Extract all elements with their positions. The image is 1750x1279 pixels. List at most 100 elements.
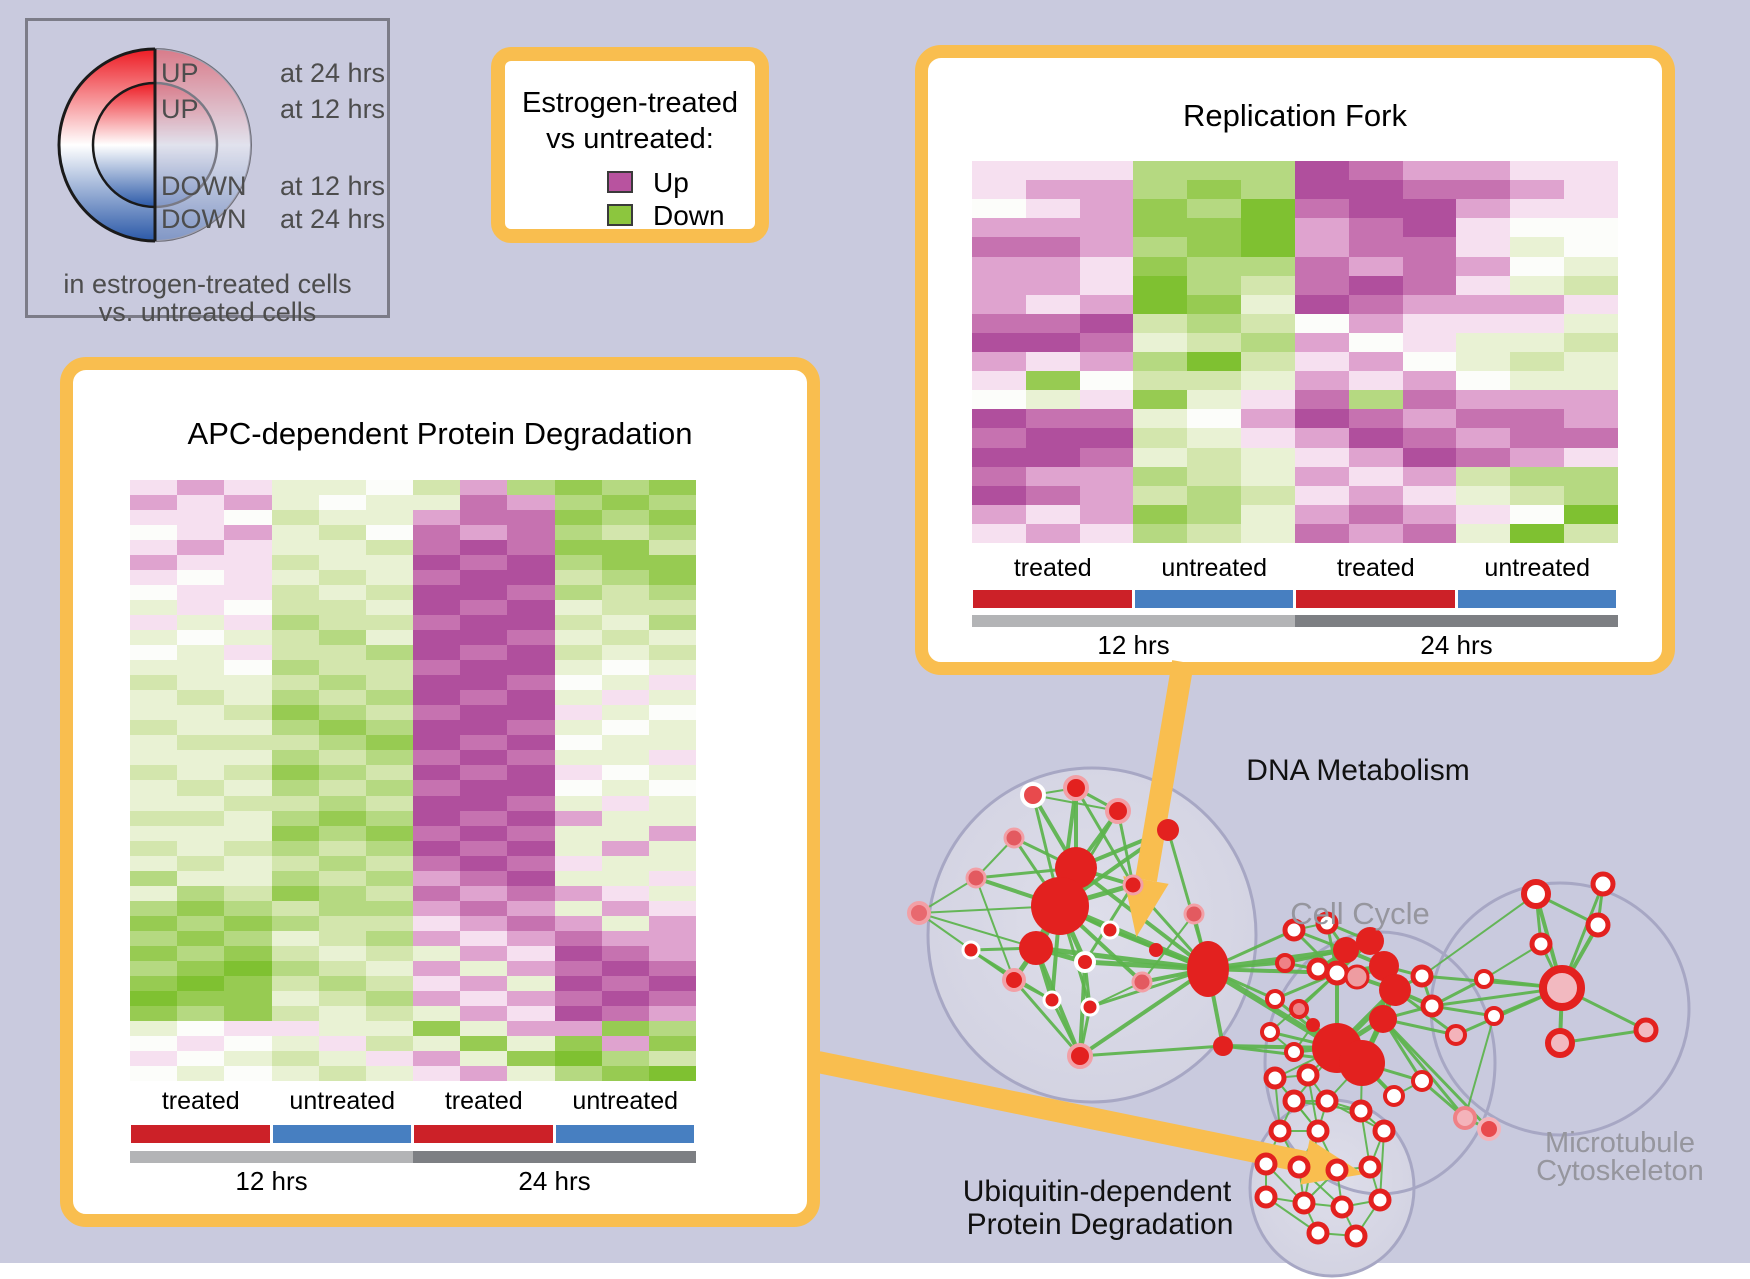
heatmap-cell bbox=[507, 885, 555, 901]
heatmap-cell bbox=[318, 795, 366, 811]
heatmap-cell bbox=[1133, 199, 1188, 219]
heatmap-cell bbox=[224, 810, 272, 826]
heatmap-cell bbox=[1241, 485, 1295, 505]
heatmap-cell bbox=[177, 900, 225, 916]
bar-12hrs bbox=[130, 1151, 413, 1163]
heatmap-cell bbox=[1564, 237, 1618, 257]
heatmap-cell bbox=[648, 525, 696, 541]
heatmap-cell bbox=[1564, 332, 1618, 352]
heatmap-cell bbox=[1510, 294, 1565, 314]
group-label-untreated-24hrs: untreated bbox=[572, 1087, 679, 1115]
group-label-untreated-12hrs: untreated bbox=[1161, 554, 1268, 582]
heatmap-cell bbox=[1241, 294, 1295, 314]
heatmap-cell bbox=[648, 480, 696, 496]
heatmap-cell bbox=[460, 915, 508, 931]
heatmap-cell bbox=[1079, 294, 1134, 314]
heatmap-cell bbox=[1402, 447, 1457, 467]
heatmap-cell bbox=[271, 870, 319, 886]
heatmap-cell bbox=[224, 960, 272, 976]
heatmap-cell bbox=[507, 480, 555, 496]
heatmap-cell bbox=[224, 750, 272, 766]
heatmap-cell bbox=[460, 690, 508, 706]
heatmap-cell bbox=[130, 825, 178, 841]
heatmap-cell bbox=[1510, 218, 1565, 238]
heatmap-cell bbox=[177, 975, 225, 991]
heatmap-cell bbox=[365, 1020, 413, 1036]
heatmap-cell bbox=[271, 690, 319, 706]
heatmap-cell bbox=[554, 510, 602, 526]
treated-bar bbox=[414, 1125, 553, 1143]
heatmap-cell bbox=[177, 750, 225, 766]
heatmap-cell bbox=[177, 1020, 225, 1036]
heatmap-cell bbox=[1241, 409, 1295, 429]
heatmap-cell bbox=[365, 1035, 413, 1051]
heatmap-cell bbox=[413, 645, 461, 661]
heatmap-cell bbox=[460, 855, 508, 871]
heatmap-cell bbox=[1133, 466, 1188, 486]
heatmap-cell bbox=[1402, 180, 1457, 200]
heatmap-cell bbox=[1241, 275, 1295, 295]
heatmap-cell bbox=[318, 525, 366, 541]
heatmap-cell bbox=[224, 720, 272, 736]
heatmap-cell bbox=[601, 1065, 649, 1081]
heatmap-cell bbox=[554, 540, 602, 556]
heatmap-cell bbox=[224, 1005, 272, 1021]
heatmap-cell bbox=[177, 525, 225, 541]
heatmap-cell bbox=[1133, 256, 1188, 276]
heatmap-cell bbox=[554, 990, 602, 1006]
heatmap-cell bbox=[413, 870, 461, 886]
heatmap-cell bbox=[413, 630, 461, 646]
heatmap-cell bbox=[1133, 428, 1188, 448]
heatmap-cell bbox=[1402, 332, 1457, 352]
heatmap-cell bbox=[648, 735, 696, 751]
heatmap-cell bbox=[554, 720, 602, 736]
heatmap-cell bbox=[460, 840, 508, 856]
heatmap-cell bbox=[365, 630, 413, 646]
heatmap-cell bbox=[413, 780, 461, 796]
heatmap-cell bbox=[177, 720, 225, 736]
legend-time-24: at 24 hrs bbox=[280, 58, 386, 88]
heatmap-cell bbox=[648, 615, 696, 631]
heatmap-cell bbox=[648, 570, 696, 586]
heatmap-cell bbox=[1510, 447, 1565, 467]
heatmap-cell bbox=[1348, 275, 1403, 295]
heatmap-cell bbox=[177, 825, 225, 841]
heatmap-cell bbox=[1079, 313, 1134, 333]
heatmap-cell bbox=[1079, 504, 1134, 524]
heatmap-cell bbox=[130, 690, 178, 706]
heatmap-cell bbox=[1187, 409, 1242, 429]
heatmap-cell bbox=[554, 840, 602, 856]
heatmap-cell bbox=[271, 825, 319, 841]
heatmap-cell bbox=[365, 735, 413, 751]
heatmap-cell bbox=[365, 975, 413, 991]
heatmap-cell bbox=[507, 540, 555, 556]
heatmap-cell bbox=[460, 975, 508, 991]
heatmap-cell bbox=[1187, 466, 1242, 486]
heatmap-cell bbox=[130, 960, 178, 976]
ubiquitin-label-line1: Ubiquitin-dependent bbox=[962, 1175, 1232, 1208]
heatmap-cell bbox=[413, 555, 461, 571]
heatmap-cell bbox=[318, 885, 366, 901]
heatmap-cell bbox=[1294, 237, 1349, 257]
heatmap-cell bbox=[1456, 466, 1511, 486]
heatmap-cell bbox=[318, 975, 366, 991]
heatmap-cell bbox=[130, 540, 178, 556]
heatmap-cell bbox=[648, 675, 696, 691]
heatmap-cell bbox=[648, 720, 696, 736]
heatmap-cell bbox=[365, 585, 413, 601]
heatmap-cell bbox=[224, 945, 272, 961]
heatmap-cell bbox=[177, 855, 225, 871]
heatmap-cell bbox=[224, 540, 272, 556]
heatmap-cell bbox=[177, 540, 225, 556]
heatmap-cell bbox=[1510, 371, 1565, 391]
heatmap-cell bbox=[413, 810, 461, 826]
heatmap-cell bbox=[507, 750, 555, 766]
heatmap-cell bbox=[1025, 466, 1080, 486]
heatmap-cell bbox=[507, 900, 555, 916]
heatmap-cell bbox=[224, 495, 272, 511]
heatmap-cell bbox=[1348, 371, 1403, 391]
heatmap-cell bbox=[318, 480, 366, 496]
heatmap-cell bbox=[648, 600, 696, 616]
heatmap-cell bbox=[648, 750, 696, 766]
heatmap-cell bbox=[507, 1005, 555, 1021]
